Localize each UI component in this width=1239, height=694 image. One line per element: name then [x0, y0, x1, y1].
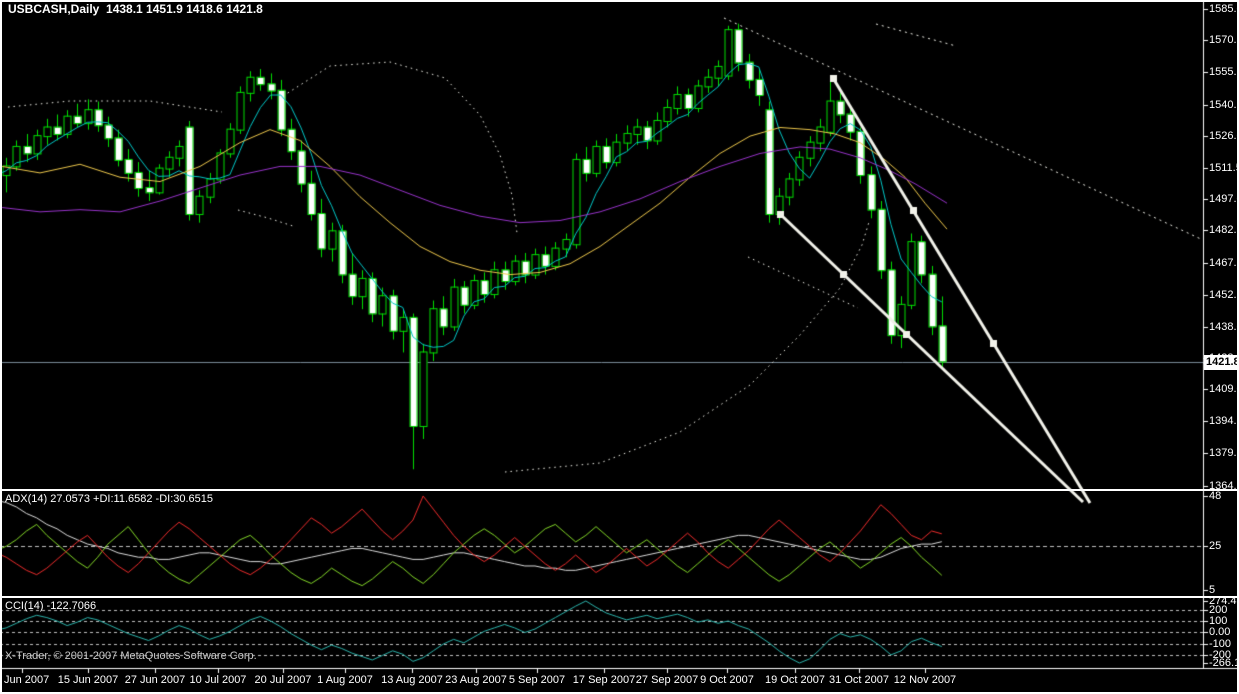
adx-axis-label: 5	[1209, 584, 1216, 596]
time-axis-label: 15 Jun 2007	[57, 674, 119, 686]
price-axis-label: 1364.5	[1209, 480, 1239, 492]
price-axis-label: 1467.5	[1209, 257, 1239, 269]
time-axis-label: 31 Oct 2007	[829, 674, 889, 686]
price-axis-label: 1482.5	[1209, 224, 1239, 236]
pane-separator-adx[interactable]	[0, 489, 1239, 491]
time-axis-label: 10 Jul 2007	[189, 674, 247, 686]
cci-axis-label: 274.493	[1209, 595, 1239, 607]
price-axis-label: 1497.0	[1209, 193, 1239, 205]
price-axis-label: 1438.0	[1209, 321, 1239, 333]
price-axis-label: 1540.5	[1209, 99, 1239, 111]
price-axis-label: 1570.5	[1209, 34, 1239, 46]
price-axis-label: 1585.0	[1209, 3, 1239, 15]
pane-separator-cci[interactable]	[0, 596, 1239, 598]
adx-axis-label: 48	[1209, 490, 1222, 502]
time-axis-label: 5 Sep 2007	[508, 674, 566, 686]
symbol-ohlc-label: USBCASH,Daily 1438.1 1451.9 1418.6 1421.…	[8, 2, 263, 16]
cci-axis-label: 200	[1209, 604, 1228, 616]
time-axis-label: 20 Jul 2007	[254, 674, 312, 686]
time-axis-label: 1 Aug 2007	[317, 674, 373, 686]
time-axis-label: 12 Nov 2007	[893, 674, 957, 686]
price-axis-label: 1511.5	[1209, 162, 1239, 174]
cci-axis-label: -266.197	[1209, 657, 1239, 669]
price-axis-label: 1526.0	[1209, 130, 1239, 142]
time-axis-label: 9 Oct 2007	[700, 674, 754, 686]
cci-axis-label: -100	[1209, 638, 1232, 650]
current-price-value: 1421.8	[1206, 356, 1239, 368]
cci-axis-label: -200	[1209, 649, 1232, 661]
price-axis-label: 1379.5	[1209, 447, 1239, 459]
cci-indicator-label: CCI(14) -122.7066	[5, 600, 97, 612]
time-axis-label: 27 Jun 2007	[124, 674, 186, 686]
price-axis-label: 1394.5	[1209, 415, 1239, 427]
time-axis-label: 5 Jun 2007	[0, 674, 50, 686]
time-axis-label: 27 Sep 2007	[635, 674, 699, 686]
price-axis-label: 1555.5	[1209, 66, 1239, 78]
time-axis-label: 17 Sep 2007	[572, 674, 636, 686]
time-axis-label: 23 Aug 2007	[445, 674, 507, 686]
time-axis-label: 13 Aug 2007	[381, 674, 443, 686]
adx-indicator-label: ADX(14) 27.0573 +DI:11.6582 -DI:30.6515	[5, 493, 214, 505]
time-axis-label: 19 Oct 2007	[765, 674, 825, 686]
copyright-label: X-Trader, © 2001-2007 MetaQuotes Softwar…	[5, 650, 257, 662]
cci-axis-label: 0.00	[1209, 626, 1231, 638]
cci-axis-label: 100	[1209, 615, 1228, 627]
price-axis-label: 1452.5	[1209, 289, 1239, 301]
price-axis-label: 1409.0	[1209, 383, 1239, 395]
adx-axis-label: 25	[1209, 540, 1222, 552]
current-price-box: 1421.8	[1204, 355, 1239, 370]
